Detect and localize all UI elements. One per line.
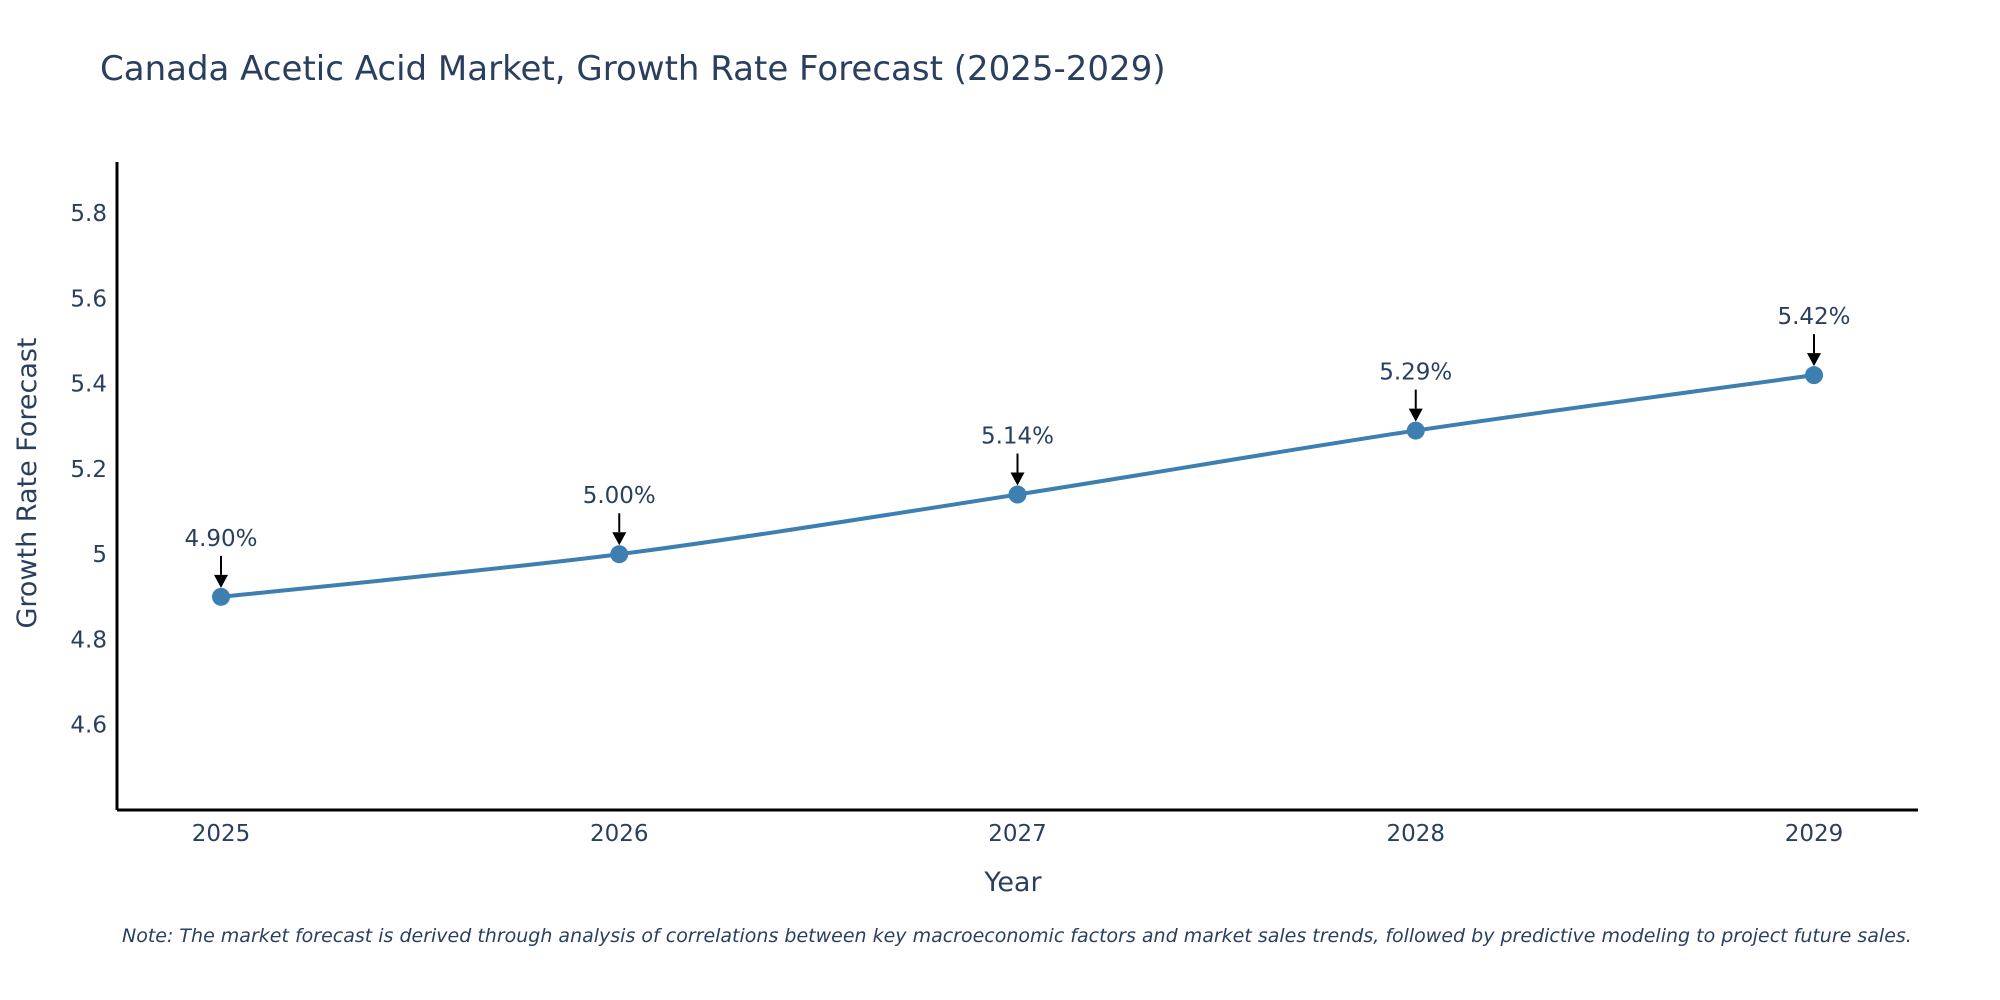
x-tick-label: 2029 xyxy=(1785,821,1844,847)
data-label: 5.14% xyxy=(981,424,1054,450)
x-tick-label: 2028 xyxy=(1386,821,1445,847)
y-tick-label: 5.8 xyxy=(70,201,107,227)
x-tick-label: 2026 xyxy=(590,821,649,847)
annotation-arrow-head xyxy=(612,532,627,546)
annotation-arrow-head xyxy=(1408,408,1423,422)
data-point xyxy=(1008,485,1027,504)
y-tick-label: 5.6 xyxy=(70,286,107,312)
chart-title: Canada Acetic Acid Market, Growth Rate F… xyxy=(100,49,1166,89)
y-axis-title: Growth Rate Forecast xyxy=(12,337,43,628)
data-label: 5.42% xyxy=(1777,304,1850,330)
x-axis-title: Year xyxy=(983,867,1042,898)
x-tick-label: 2027 xyxy=(988,821,1047,847)
data-point xyxy=(1406,421,1425,440)
y-tick-label: 5.4 xyxy=(70,372,107,398)
y-tick-label: 4.8 xyxy=(70,627,107,653)
annotation-arrow-head xyxy=(214,574,228,588)
x-axis-ticks: 2025 2026 2027 2028 2029 xyxy=(192,821,1844,847)
x-tick-label: 2025 xyxy=(192,821,251,847)
y-axis-ticks: 4.6 4.8 5 5.2 5.4 5.6 5.8 xyxy=(70,201,107,739)
chart-note: Note: The market forecast is derived thr… xyxy=(122,925,1912,947)
data-point xyxy=(610,545,629,564)
y-tick-label: 4.6 xyxy=(70,713,107,739)
y-tick-label: 5 xyxy=(92,542,107,568)
annotation-arrow-head xyxy=(1807,353,1821,367)
annotation-arrow-head xyxy=(1010,472,1025,486)
data-point xyxy=(212,587,230,606)
data-label: 5.00% xyxy=(583,483,656,509)
data-point xyxy=(1805,366,1823,385)
y-tick-label: 5.2 xyxy=(70,457,107,483)
data-annotations: 4.90% 5.00% 5.14% 5.29% 5.42% xyxy=(184,304,1851,588)
data-label: 5.29% xyxy=(1379,360,1452,386)
data-label: 4.90% xyxy=(184,526,257,552)
series-points xyxy=(212,366,1823,606)
